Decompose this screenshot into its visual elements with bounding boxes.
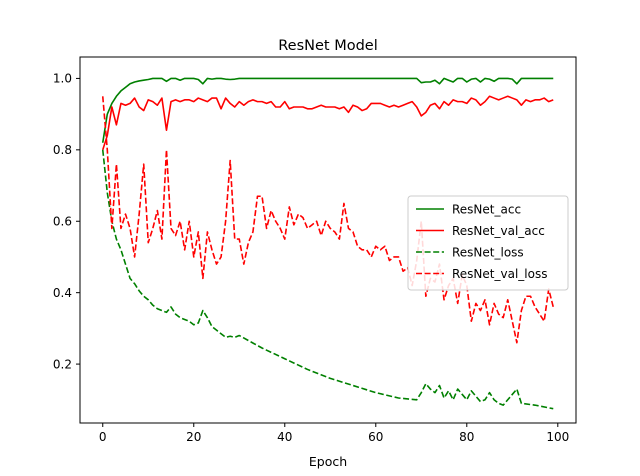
chart-title: ResNet Model bbox=[278, 38, 378, 54]
legend-label: ResNet_val_acc bbox=[452, 224, 545, 238]
legend-label: ResNet_val_loss bbox=[452, 267, 547, 281]
plot-frame bbox=[79, 56, 577, 424]
series-line-resnet-loss bbox=[101, 149, 554, 410]
y-tick-label: 0.2 bbox=[53, 357, 72, 371]
legend-box bbox=[407, 195, 569, 291]
x-tick-label: 0 bbox=[99, 430, 107, 444]
series-line-resnet-acc bbox=[101, 77, 554, 143]
x-tick-label: 20 bbox=[186, 430, 201, 444]
x-tick-label: 40 bbox=[277, 430, 292, 444]
legend-label: ResNet_acc bbox=[452, 203, 521, 217]
x-tick-label: 60 bbox=[368, 430, 383, 444]
x-axis-label: Epoch bbox=[309, 454, 347, 469]
series-line-resnet-val-loss bbox=[101, 96, 555, 344]
y-tick-label: 0.4 bbox=[53, 286, 72, 300]
series-layer bbox=[101, 77, 555, 410]
series-line-resnet-val-acc bbox=[101, 95, 554, 151]
x-tick-label: 80 bbox=[459, 430, 474, 444]
y-tick-label: 0.8 bbox=[53, 143, 72, 157]
y-tick-label: 1.0 bbox=[53, 72, 72, 86]
legend-label: ResNet_loss bbox=[452, 246, 524, 260]
y-tick-label: 0.6 bbox=[53, 215, 72, 229]
x-tick-label: 100 bbox=[546, 430, 569, 444]
legend: ResNet_acc ResNet_val_acc ResNet_loss ResNe… bbox=[407, 195, 569, 291]
ticks-layer: 0 20 40 60 80 100 0.2 0.4 0.6 0.8 1.0 bbox=[53, 72, 569, 444]
